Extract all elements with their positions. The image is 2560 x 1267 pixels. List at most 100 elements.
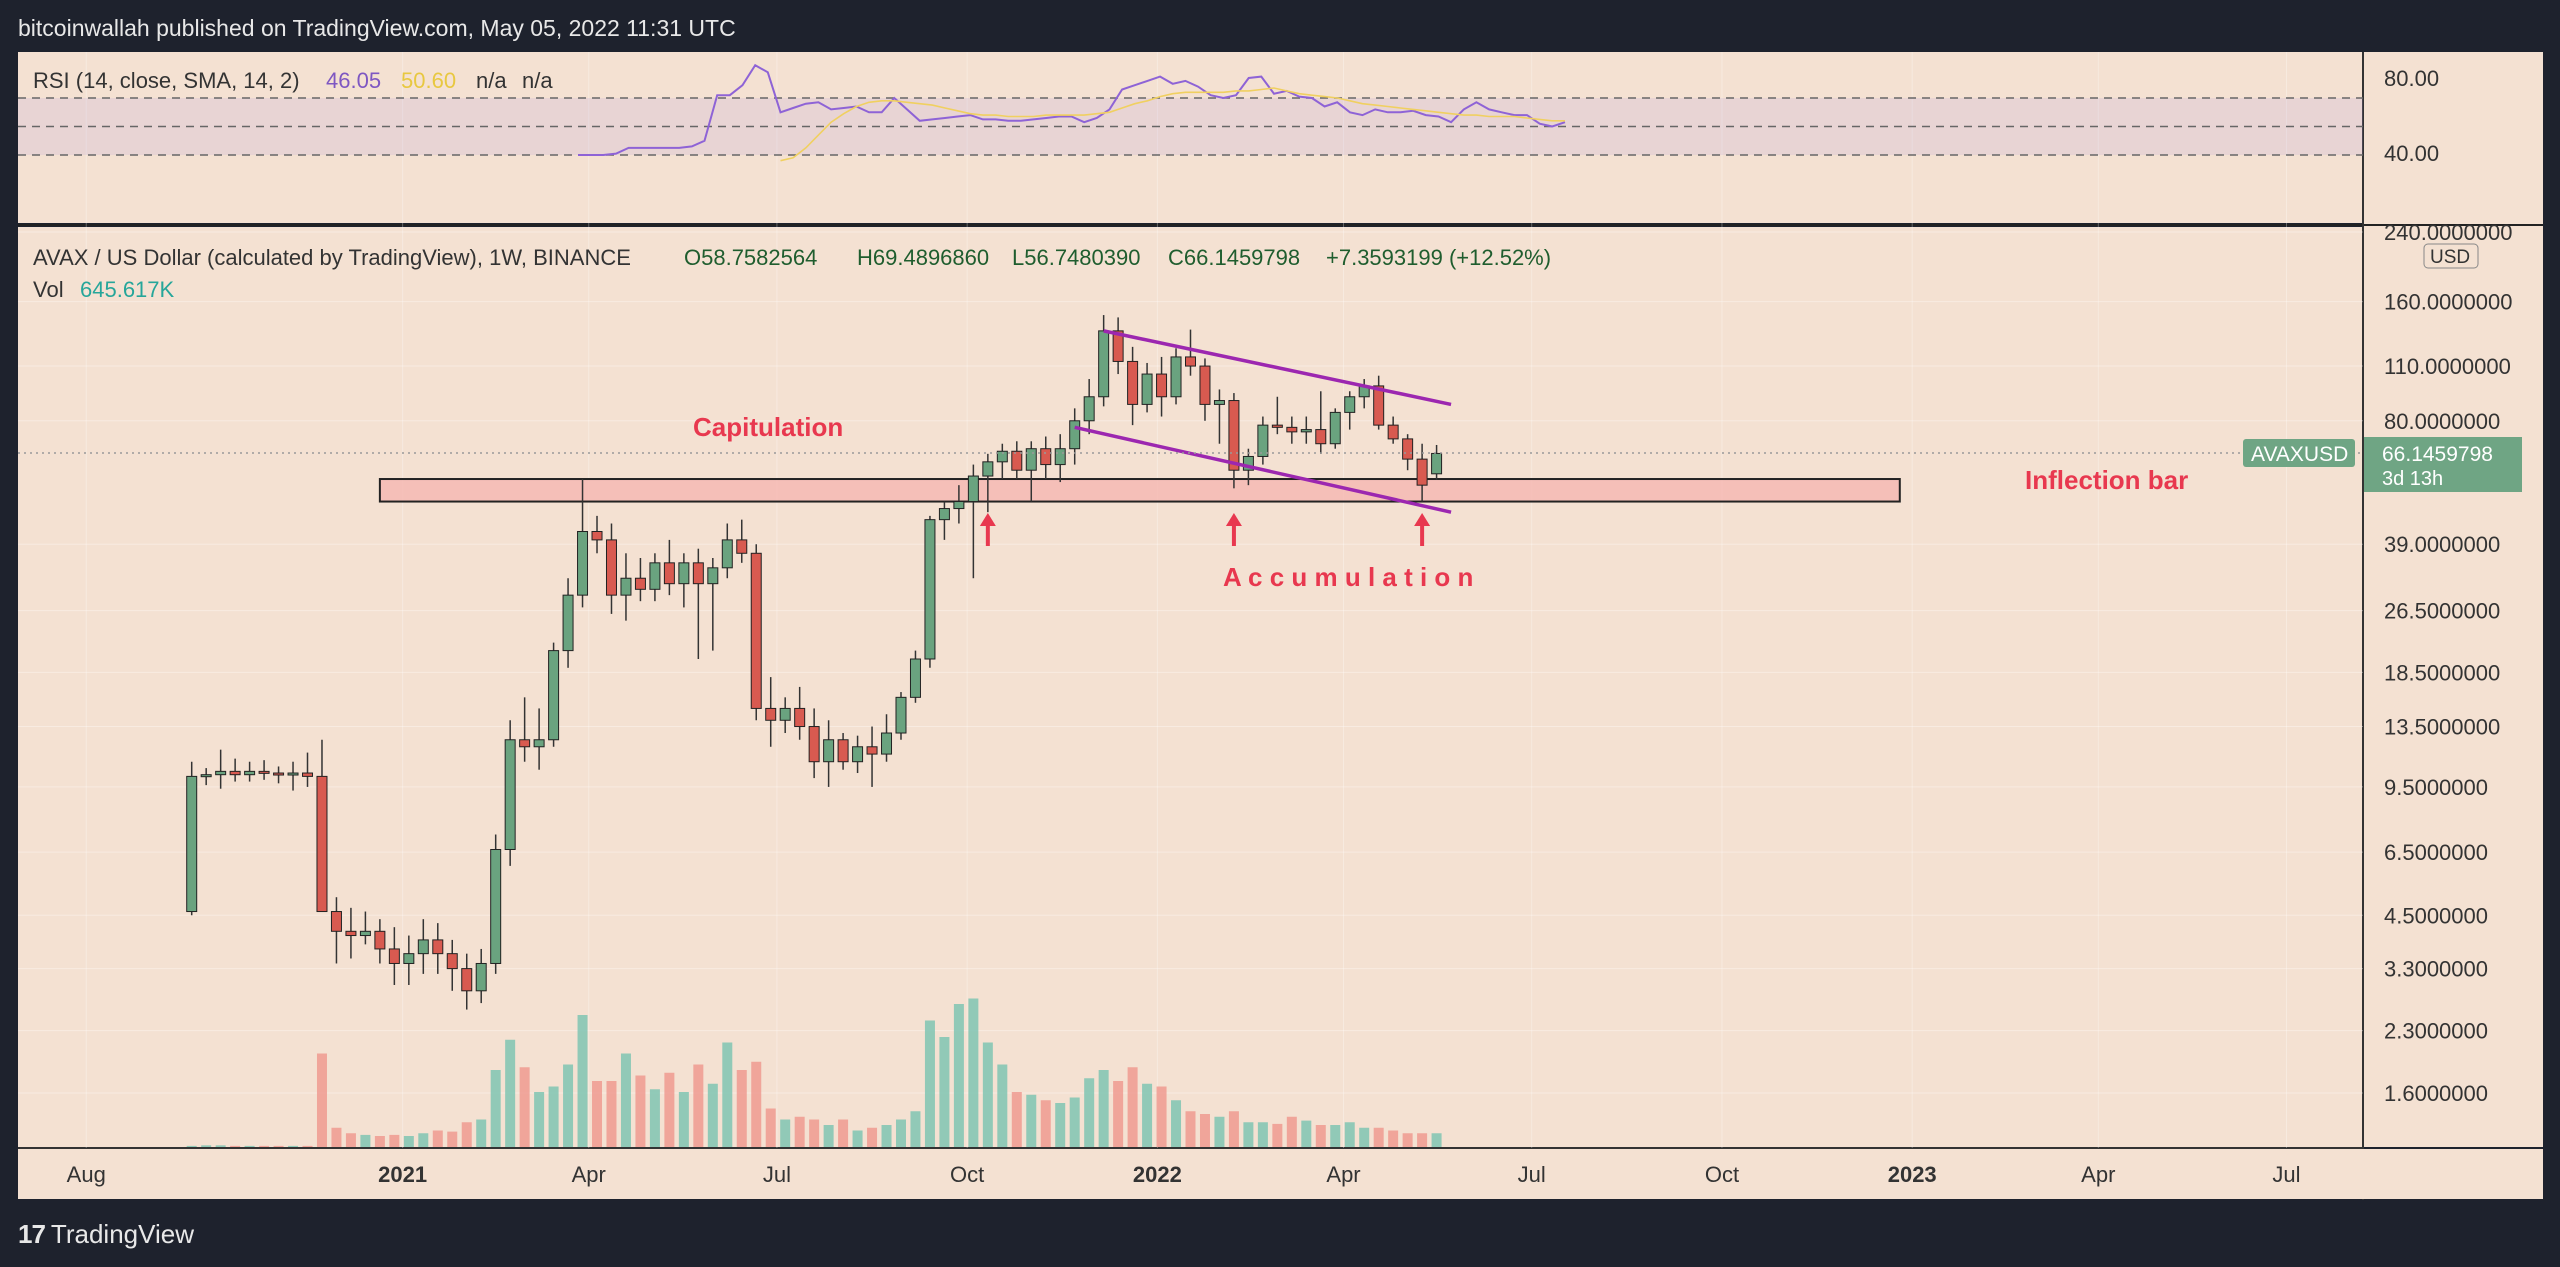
candle-body xyxy=(1329,411,1341,445)
capitulation-label: Capitulation xyxy=(693,412,843,442)
candle-body xyxy=(605,539,617,596)
candle-body xyxy=(881,732,893,755)
volume-bar xyxy=(620,1053,631,1147)
channel-layer xyxy=(1074,329,1452,514)
candle-body xyxy=(1069,420,1081,450)
volume-bar xyxy=(1142,1083,1153,1147)
volume-bar xyxy=(273,1145,284,1147)
volume-bar xyxy=(389,1134,400,1147)
volume-bar xyxy=(244,1145,255,1147)
tradingview-logo[interactable]: 17 TradingView xyxy=(18,1219,194,1250)
candle-body xyxy=(258,770,270,774)
last-price-tag xyxy=(2364,437,2522,492)
volume-bar xyxy=(288,1145,299,1147)
candle-body xyxy=(1242,455,1254,471)
volume-bar xyxy=(534,1092,545,1147)
last-price-text: 66.1459798 xyxy=(2382,443,2493,466)
candle-body xyxy=(577,531,589,596)
volume-bar xyxy=(1171,1100,1182,1147)
time-tick-label: 2022 xyxy=(1133,1162,1182,1187)
candle-body xyxy=(461,968,473,992)
candle-body xyxy=(953,501,965,510)
candle-body xyxy=(1170,356,1182,398)
candle-body xyxy=(287,772,299,776)
candle-body xyxy=(678,562,690,585)
time-tick-label: 2023 xyxy=(1888,1162,1937,1187)
volume-bar xyxy=(997,1064,1008,1147)
candle-body xyxy=(794,707,806,728)
inflection-label: Inflection bar xyxy=(2025,465,2188,495)
volume-bar xyxy=(1286,1116,1297,1147)
time-tick-label: Apr xyxy=(1326,1162,1360,1187)
currency-badge[interactable] xyxy=(2423,243,2479,269)
volume-bar xyxy=(374,1136,385,1147)
ohlc-change: +7.3593199 (+12.52%) xyxy=(1326,245,1551,270)
candle-body xyxy=(1387,424,1399,440)
volume-bar xyxy=(765,1108,776,1147)
candle-body xyxy=(244,770,256,776)
candle-body xyxy=(1315,429,1327,445)
volume-bar xyxy=(953,1004,964,1147)
volume-bar xyxy=(331,1127,342,1147)
volume-bar xyxy=(1330,1125,1341,1147)
time-axis xyxy=(18,1149,2363,1199)
volume-bar xyxy=(982,1042,993,1147)
arrow-layer xyxy=(979,513,1431,546)
volume-bar xyxy=(1315,1125,1326,1147)
symbol-tag-text: AVAXUSD xyxy=(2251,443,2348,466)
candle-body xyxy=(1344,396,1356,413)
volume-bar xyxy=(664,1072,675,1147)
volume-bar xyxy=(432,1130,443,1147)
time-tick-label: Jul xyxy=(1518,1162,1546,1187)
volume-bar xyxy=(1098,1070,1109,1147)
candle-body xyxy=(823,739,835,763)
volume-bar xyxy=(345,1133,356,1147)
volume-bar xyxy=(722,1042,733,1147)
price-tick-label: 13.5000000 xyxy=(2384,715,2500,740)
volume-bar xyxy=(1199,1114,1210,1147)
currency-label: USD xyxy=(2430,247,2470,268)
volume-bar xyxy=(418,1133,429,1147)
candle-body xyxy=(996,450,1008,463)
price-tick-label: 160.0000000 xyxy=(2384,290,2512,315)
candle-body xyxy=(417,939,429,955)
volume-bar xyxy=(693,1064,704,1147)
candle-body xyxy=(808,726,820,763)
volume-bar xyxy=(1113,1081,1124,1147)
candle-body xyxy=(1098,330,1110,398)
price-tick-layer: 240.0000000 160.0000000 110.0000000 80.0000… xyxy=(2384,220,2512,1106)
candle-body xyxy=(692,562,704,585)
candle-body xyxy=(533,739,545,748)
volume-bar xyxy=(1257,1122,1268,1147)
volume-bar xyxy=(1417,1133,1428,1147)
candle-body xyxy=(388,948,400,964)
candle-body xyxy=(982,461,994,477)
accumulation-label: A c c u m u l a t i o n xyxy=(1223,562,1473,592)
candle-body xyxy=(1416,458,1428,486)
time-tick-label: Jul xyxy=(2272,1162,2300,1187)
volume-bar xyxy=(1373,1127,1384,1147)
volume-bar xyxy=(316,1053,327,1147)
candle-body xyxy=(1054,448,1066,466)
candle-body xyxy=(837,739,849,763)
volume-bar xyxy=(476,1119,487,1147)
volume-bar xyxy=(1185,1111,1196,1147)
volume-bar xyxy=(505,1039,516,1147)
price-tick-label: 2.3000000 xyxy=(2384,1019,2488,1044)
rsi-pane xyxy=(18,52,2363,223)
candle-body xyxy=(519,739,531,748)
candle-body xyxy=(736,539,748,554)
candle-body xyxy=(721,539,733,569)
volume-bar xyxy=(215,1145,226,1147)
volume-bar xyxy=(678,1092,689,1147)
candle-body xyxy=(779,707,791,721)
candle-body xyxy=(750,552,762,709)
price-tick-label: 80.0000000 xyxy=(2384,409,2500,434)
price-axis xyxy=(2363,52,2543,1147)
volume-bar xyxy=(809,1119,820,1147)
candle-body xyxy=(302,772,314,777)
volume-bar xyxy=(1402,1133,1413,1147)
candle-body xyxy=(1112,330,1124,362)
candle-body xyxy=(1257,424,1269,457)
